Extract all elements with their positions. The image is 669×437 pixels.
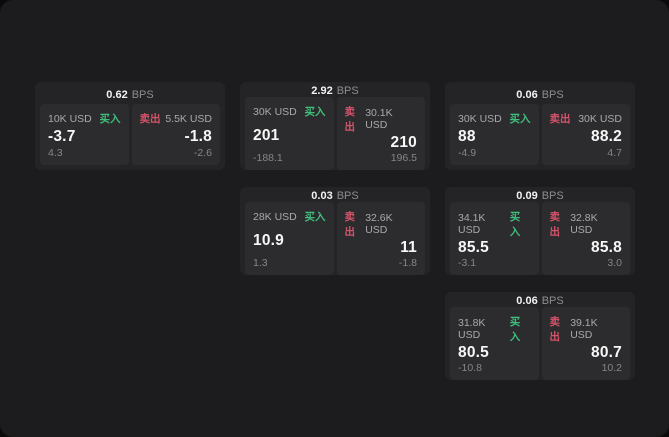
spread-header: 0.06 BPS (450, 85, 630, 104)
quote-card: 2.92 BPS 30K USD 买入 201 -188.1 卖出 30.1K … (240, 82, 430, 170)
buy-price: 201 (253, 126, 280, 144)
sell-notional: 30K USD (578, 112, 622, 125)
quote-card: 0.03 BPS 28K USD 买入 10.9 1.3 卖出 32.6K US… (240, 187, 430, 275)
sell-notional: 32.6K USD (365, 212, 393, 236)
buy-notional: 30K USD (253, 105, 297, 118)
buy-change: -4.9 (458, 147, 477, 159)
quote-card: 0.06 BPS 31.8K USD 买入 80.5 -10.8 卖出 39.1… (445, 292, 635, 380)
buy-notional: 34.1K USD (458, 212, 486, 236)
buy-price-tile[interactable]: 10K USD 买入 -3.7 4.3 (40, 104, 129, 165)
buy-side-label[interactable]: 买入 (509, 211, 521, 238)
spread-header: 0.03 BPS (245, 190, 425, 202)
buy-notional: 28K USD (253, 210, 297, 223)
sell-price: 85.8 (591, 239, 622, 256)
spread-value: 0.06 (516, 295, 538, 307)
sell-side-label[interactable]: 卖出 (549, 113, 571, 125)
buy-notional: 31.8K USD (458, 317, 486, 341)
buy-change: 4.3 (48, 147, 63, 159)
spread-value: 0.62 (106, 88, 128, 101)
quote-card: 0.09 BPS 34.1K USD 买入 85.5 -3.1 卖出 32.8K… (445, 187, 635, 275)
sell-price-tile[interactable]: 卖出 32.6K USD 11 -1.8 (336, 202, 425, 275)
spread-value: 0.06 (516, 88, 538, 101)
sell-side-label[interactable]: 卖出 (344, 106, 356, 133)
buy-side-label[interactable]: 买入 (304, 106, 326, 118)
quote-card: 0.62 BPS 10K USD 买入 -3.7 4.3 卖出 5.5K USD (35, 82, 225, 170)
sell-notional: 32.8K USD (570, 212, 598, 236)
sell-side-label[interactable]: 卖出 (344, 211, 356, 238)
buy-change: 1.3 (253, 257, 268, 269)
sell-change: 10.2 (601, 362, 622, 374)
sell-side-label[interactable]: 卖出 (139, 113, 161, 125)
buy-notional: 10K USD (48, 112, 92, 125)
price-panels: 30K USD 买入 88 -4.9 卖出 30K USD 88.2 4.7 (450, 104, 630, 165)
buy-price: 85.5 (458, 239, 489, 256)
sell-side-label[interactable]: 卖出 (549, 316, 561, 343)
sell-price: -1.8 (184, 127, 212, 145)
sell-price: 88.2 (591, 127, 622, 145)
buy-price-tile[interactable]: 34.1K USD 买入 85.5 -3.1 (450, 202, 539, 275)
buy-price: 10.9 (253, 231, 284, 249)
spread-value: 0.09 (516, 190, 538, 202)
spread-unit-label: BPS (336, 85, 359, 97)
sell-side-label[interactable]: 卖出 (549, 211, 561, 238)
buy-price-tile[interactable]: 30K USD 买入 88 -4.9 (450, 104, 539, 165)
buy-side-label[interactable]: 买入 (99, 113, 121, 125)
spread-header: 2.92 BPS (245, 85, 425, 97)
quote-card-grid: 0.62 BPS 10K USD 买入 -3.7 4.3 卖出 5.5K USD (35, 82, 635, 380)
sell-price: 11 (400, 239, 417, 256)
price-panels: 31.8K USD 买入 80.5 -10.8 卖出 39.1K USD 80.… (450, 307, 630, 380)
buy-price-tile[interactable]: 28K USD 买入 10.9 1.3 (245, 202, 334, 275)
buy-change: -10.8 (458, 362, 482, 374)
sell-price-tile[interactable]: 卖出 39.1K USD 80.7 10.2 (541, 307, 630, 380)
buy-price: 80.5 (458, 344, 489, 361)
sell-notional: 5.5K USD (165, 112, 212, 125)
buy-price-tile[interactable]: 30K USD 买入 201 -188.1 (245, 97, 334, 170)
sell-change: -2.6 (193, 147, 212, 159)
sell-price-tile[interactable]: 卖出 30K USD 88.2 4.7 (541, 104, 630, 165)
buy-price: -3.7 (48, 127, 76, 145)
buy-change: -3.1 (458, 257, 477, 269)
sell-change: 196.5 (390, 152, 417, 164)
quote-card: 0.06 BPS 30K USD 买入 88 -4.9 卖出 30K USD (445, 82, 635, 170)
price-panels: 10K USD 买入 -3.7 4.3 卖出 5.5K USD -1.8 -2.… (40, 104, 220, 165)
price-panels: 30K USD 买入 201 -188.1 卖出 30.1K USD 210 1… (245, 97, 425, 170)
sell-price-tile[interactable]: 卖出 32.8K USD 85.8 3.0 (541, 202, 630, 275)
sell-change: -1.8 (398, 257, 417, 269)
price-panels: 34.1K USD 买入 85.5 -3.1 卖出 32.8K USD 85.8… (450, 202, 630, 275)
buy-side-label[interactable]: 买入 (509, 113, 531, 125)
buy-price-tile[interactable]: 31.8K USD 买入 80.5 -10.8 (450, 307, 539, 380)
spread-header: 0.62 BPS (40, 85, 220, 104)
sell-notional: 30.1K USD (365, 107, 393, 131)
spread-header: 0.06 BPS (450, 295, 630, 307)
spread-value: 2.92 (311, 85, 333, 97)
buy-side-label[interactable]: 买入 (304, 211, 326, 223)
buy-change: -188.1 (253, 152, 283, 164)
sell-change: 4.7 (607, 147, 622, 159)
buy-notional: 30K USD (458, 112, 502, 125)
spread-value: 0.03 (311, 190, 333, 202)
spread-unit-label: BPS (541, 295, 564, 307)
spread-unit-label: BPS (131, 88, 154, 101)
spread-unit-label: BPS (541, 88, 564, 101)
buy-side-label[interactable]: 买入 (509, 316, 521, 343)
sell-price-tile[interactable]: 卖出 5.5K USD -1.8 -2.6 (131, 104, 220, 165)
spread-header: 0.09 BPS (450, 190, 630, 202)
price-panels: 28K USD 买入 10.9 1.3 卖出 32.6K USD 11 -1.8 (245, 202, 425, 275)
spread-unit-label: BPS (541, 190, 564, 202)
buy-price: 88 (458, 127, 476, 145)
spread-unit-label: BPS (336, 190, 359, 202)
sell-change: 3.0 (607, 257, 622, 269)
sell-notional: 39.1K USD (570, 317, 598, 341)
sell-price-tile[interactable]: 卖出 30.1K USD 210 196.5 (336, 97, 425, 170)
sell-price: 210 (390, 134, 417, 151)
sell-price: 80.7 (591, 344, 622, 361)
